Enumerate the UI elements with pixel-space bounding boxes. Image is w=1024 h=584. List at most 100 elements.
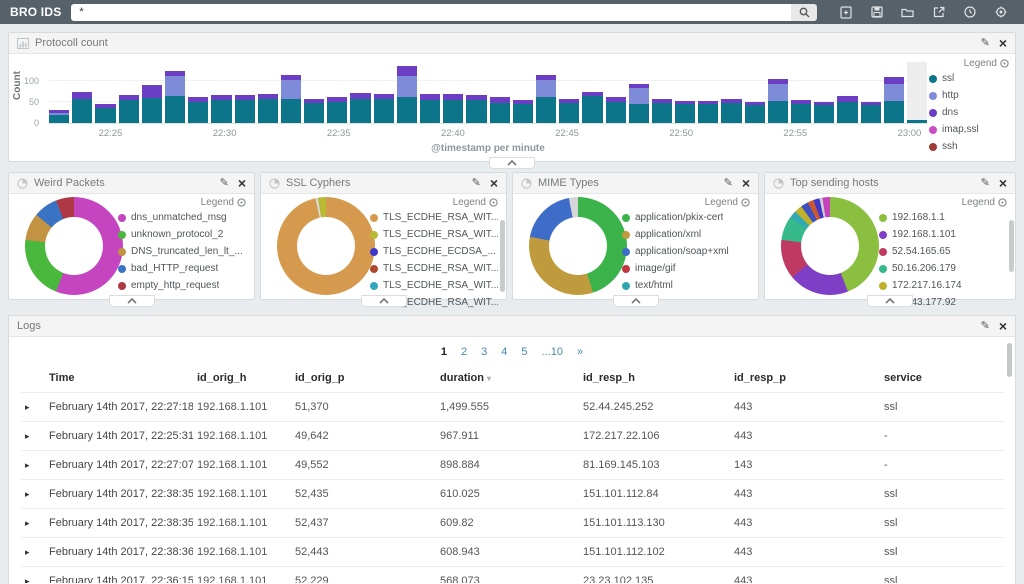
- bar-column[interactable]: [327, 62, 348, 123]
- column-header-id_resp_h[interactable]: id_resp_h: [583, 372, 635, 384]
- page-link-4[interactable]: 4: [501, 346, 508, 358]
- bar-column[interactable]: [95, 62, 116, 123]
- page-link-5[interactable]: 5: [521, 346, 528, 358]
- table-row[interactable]: ▸ February 14th 2017, 22:27:18.550192.168…: [21, 392, 1005, 422]
- legend-item[interactable]: ssh: [929, 141, 1009, 152]
- donut-chart[interactable]: [781, 197, 879, 295]
- bar-column[interactable]: [814, 62, 835, 123]
- collapse-panel-button[interactable]: [108, 295, 155, 307]
- legend-item[interactable]: bad_HTTP_request: [118, 263, 246, 274]
- legend-item[interactable]: 50.16.206.179: [879, 263, 1007, 274]
- bar-column[interactable]: [72, 62, 93, 123]
- bar-column[interactable]: [744, 62, 765, 123]
- edit-icon[interactable]: ✎: [219, 176, 229, 189]
- legend-item[interactable]: 52.54.165.65: [879, 246, 1007, 257]
- legend-item[interactable]: 192.168.1.1: [879, 212, 1007, 223]
- column-header-duration[interactable]: duration ▾: [440, 372, 492, 384]
- page-link-...10[interactable]: ...10: [541, 346, 563, 358]
- legend-item[interactable]: ssl: [929, 73, 1009, 84]
- legend-scrollbar[interactable]: [1009, 220, 1014, 272]
- bar-column[interactable]: [373, 62, 394, 123]
- row-expand-icon[interactable]: ▸: [25, 431, 30, 441]
- share-icon[interactable]: [932, 5, 946, 19]
- save-icon[interactable]: [870, 5, 884, 19]
- legend-scrollbar[interactable]: [500, 220, 505, 292]
- bar-column[interactable]: [466, 62, 487, 123]
- bar-column[interactable]: [767, 62, 788, 123]
- logs-scrollbar[interactable]: [1007, 343, 1012, 377]
- collapse-panel-button[interactable]: [489, 157, 535, 169]
- edit-icon[interactable]: ✎: [980, 36, 990, 49]
- page-link-1[interactable]: 1: [440, 346, 448, 358]
- legend-item[interactable]: empty_http_request: [118, 280, 246, 291]
- legend-item[interactable]: 172.217.16.174: [879, 280, 1007, 291]
- legend-item[interactable]: TLS_ECDHE_RSA_WIT...: [370, 229, 498, 240]
- legend-item[interactable]: application/xml: [622, 229, 750, 240]
- search-button[interactable]: [791, 3, 817, 21]
- legend-item[interactable]: TLS_ECDHE_RSA_WIT...: [370, 280, 498, 291]
- legend-item[interactable]: unknown_protocol_2: [118, 229, 246, 240]
- legend-item[interactable]: application/pkix-cert: [622, 212, 750, 223]
- table-row[interactable]: ▸ February 14th 2017, 22:25:31.765192.168…: [21, 421, 1005, 451]
- row-expand-icon[interactable]: ▸: [25, 576, 30, 583]
- legend-settings-icon[interactable]: [741, 198, 750, 207]
- edit-icon[interactable]: ✎: [980, 319, 990, 332]
- donut-chart[interactable]: [277, 197, 375, 295]
- open-folder-icon[interactable]: [901, 5, 915, 19]
- legend-item[interactable]: TLS_ECDHE_RSA_WIT...: [370, 212, 498, 223]
- legend-item[interactable]: http: [929, 90, 1009, 101]
- bar-column[interactable]: [698, 62, 719, 123]
- bar-column[interactable]: [512, 62, 533, 123]
- edit-icon[interactable]: ✎: [980, 176, 990, 189]
- column-header-Time[interactable]: Time: [49, 372, 75, 384]
- page-link-»[interactable]: »: [576, 346, 584, 358]
- close-icon[interactable]: ×: [998, 34, 1007, 51]
- table-row[interactable]: ▸ February 14th 2017, 22:27:07.733192.168…: [21, 450, 1005, 480]
- bar-column[interactable]: [49, 62, 70, 123]
- page-link-3[interactable]: 3: [481, 346, 488, 358]
- table-row[interactable]: ▸ February 14th 2017, 22:38:35.234192.168…: [21, 508, 1005, 538]
- bar-column[interactable]: [906, 62, 928, 123]
- bar-column[interactable]: [396, 62, 417, 123]
- legend-item[interactable]: text/html: [622, 280, 750, 291]
- bar-column[interactable]: [582, 62, 603, 123]
- bar-column[interactable]: [443, 62, 464, 123]
- legend-settings-icon[interactable]: [237, 198, 246, 207]
- donut-chart[interactable]: [25, 197, 123, 295]
- search-input[interactable]: [71, 3, 791, 21]
- bar-column[interactable]: [651, 62, 673, 123]
- legend-item[interactable]: dns: [929, 107, 1009, 118]
- bar-column[interactable]: [257, 62, 278, 123]
- bar-column[interactable]: [489, 62, 510, 123]
- bar-column[interactable]: [559, 62, 580, 123]
- column-header-id_orig_h[interactable]: id_orig_h: [197, 372, 247, 384]
- close-icon[interactable]: ×: [489, 174, 498, 191]
- row-expand-icon[interactable]: ▸: [25, 489, 30, 499]
- bar-column[interactable]: [118, 62, 139, 123]
- legend-item[interactable]: application/soap+xml: [622, 246, 750, 257]
- bar-column[interactable]: [280, 62, 302, 123]
- table-row[interactable]: ▸ February 14th 2017, 22:38:36.111192.168…: [21, 537, 1005, 567]
- row-expand-icon[interactable]: ▸: [25, 402, 30, 412]
- bar-column[interactable]: [164, 62, 186, 123]
- column-header-service[interactable]: service: [884, 372, 922, 384]
- bar-column[interactable]: [188, 62, 209, 123]
- collapse-panel-button[interactable]: [360, 295, 407, 307]
- bar-column[interactable]: [141, 62, 162, 123]
- close-icon[interactable]: ×: [741, 174, 750, 191]
- bar-column[interactable]: [211, 62, 232, 123]
- bar-column[interactable]: [234, 62, 255, 123]
- legend-item[interactable]: imap,ssl: [929, 124, 1009, 135]
- table-row[interactable]: ▸ February 14th 2017, 22:38:35.029192.168…: [21, 479, 1005, 509]
- close-icon[interactable]: ×: [237, 174, 246, 191]
- bar-column[interactable]: [860, 62, 881, 123]
- legend-item[interactable]: image/gif: [622, 263, 750, 274]
- bar-column[interactable]: [350, 62, 371, 123]
- legend-item[interactable]: TLS_ECDHE_ECDSA_...: [370, 246, 498, 257]
- bar-column[interactable]: [883, 62, 904, 123]
- row-expand-icon[interactable]: ▸: [25, 518, 30, 528]
- gear-icon[interactable]: [994, 5, 1008, 19]
- legend-settings-icon[interactable]: [998, 198, 1007, 207]
- edit-icon[interactable]: ✎: [471, 176, 481, 189]
- new-document-icon[interactable]: [839, 5, 853, 19]
